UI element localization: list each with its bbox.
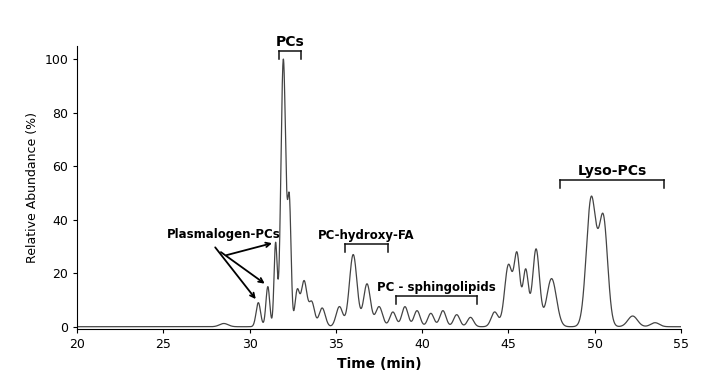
Text: PC-hydroxy-FA: PC-hydroxy-FA [318, 229, 414, 242]
Text: Lyso-PCs: Lyso-PCs [577, 164, 647, 177]
X-axis label: Time (min): Time (min) [337, 357, 421, 371]
Text: PCs: PCs [276, 35, 305, 49]
Text: Plasmalogen-PCs: Plasmalogen-PCs [167, 228, 281, 241]
Y-axis label: Relative Abundance (%): Relative Abundance (%) [26, 112, 39, 263]
Text: PC - sphingolipids: PC - sphingolipids [378, 281, 496, 294]
